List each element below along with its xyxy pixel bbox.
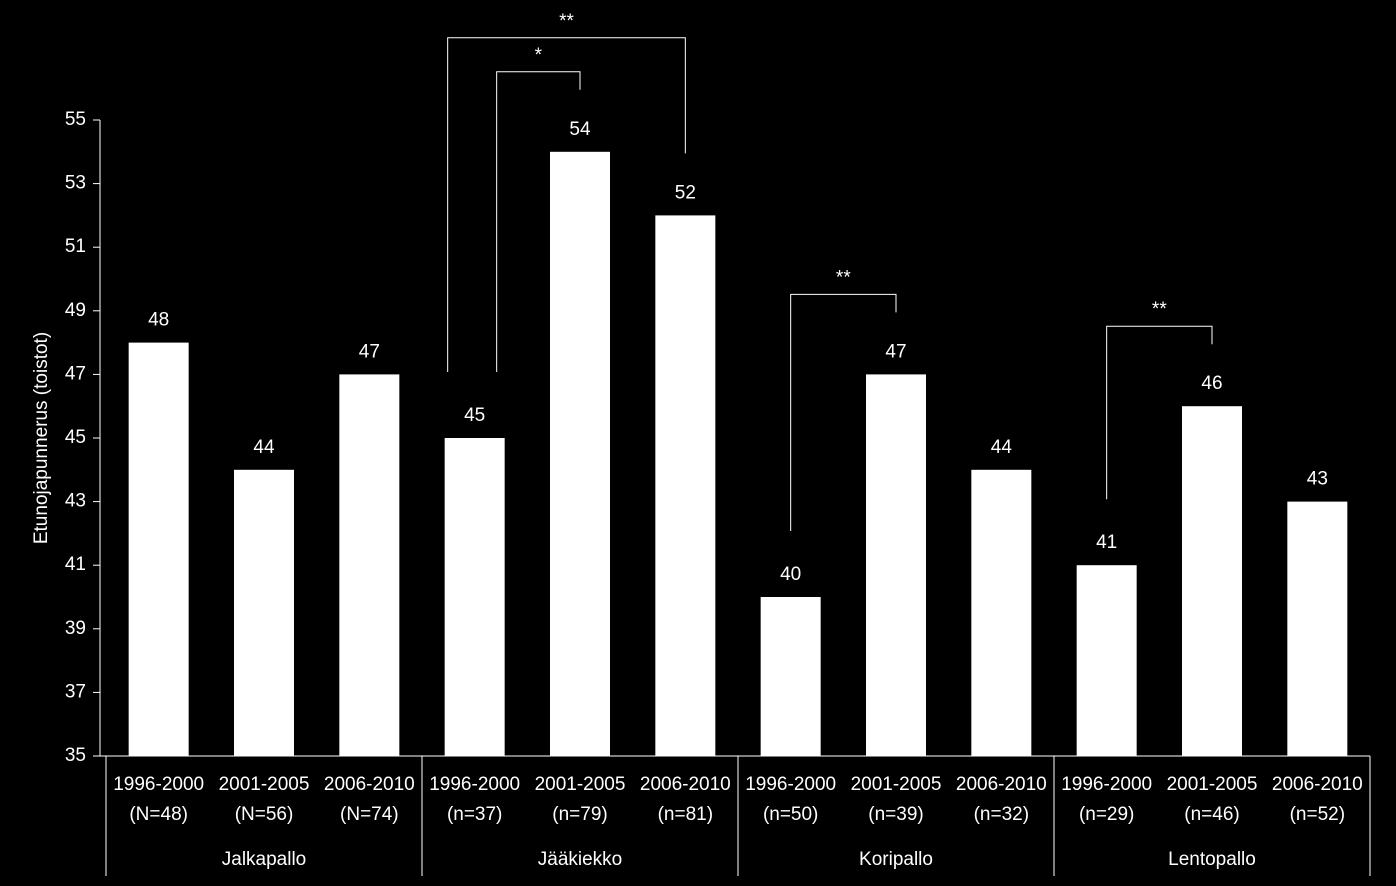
value-label: 43	[1307, 469, 1328, 490]
y-tick-label: 47	[65, 363, 86, 384]
y-tick-label: 49	[65, 300, 86, 321]
y-tick-label: 43	[65, 491, 86, 512]
significance-bracket	[1106, 325, 1213, 500]
significance-label: *	[535, 45, 543, 66]
bar	[128, 342, 189, 756]
y-tick-label: 39	[65, 618, 86, 639]
x-tick-label: 1996-2000	[745, 774, 836, 795]
x-tick-label: 2006-2010	[956, 774, 1047, 795]
bar	[971, 469, 1032, 756]
x-tick-note: (n=81)	[658, 804, 713, 825]
bar	[444, 438, 505, 756]
value-label: 40	[780, 564, 801, 585]
x-tick-label: 1996-2000	[429, 774, 520, 795]
bar	[1076, 565, 1137, 756]
x-tick-label: 2006-2010	[324, 774, 415, 795]
x-tick-label: 2001-2005	[535, 774, 626, 795]
x-tick-label: 1996-2000	[113, 774, 204, 795]
y-tick-label: 35	[65, 745, 86, 766]
value-label: 44	[991, 437, 1013, 458]
group-label: Jalkapallo	[222, 849, 307, 870]
y-tick-label: 55	[65, 109, 86, 130]
value-label: 54	[569, 119, 591, 140]
significance-bracket	[790, 293, 897, 531]
x-tick-note: (n=37)	[447, 804, 502, 825]
significance-bracket	[496, 71, 581, 372]
bar	[550, 151, 610, 757]
x-tick-label: 1996-2000	[1061, 774, 1152, 795]
y-axis-label: Etunojapunnerus (toistot)	[31, 332, 52, 544]
x-tick-label: 2006-2010	[640, 774, 731, 795]
bar	[1182, 406, 1242, 756]
x-tick-note: (N=74)	[340, 804, 399, 825]
y-tick-label: 45	[65, 427, 86, 448]
x-tick-note: (n=79)	[552, 804, 607, 825]
x-tick-note: (N=56)	[235, 804, 294, 825]
x-tick-label: 2001-2005	[1167, 774, 1258, 795]
value-label: 47	[885, 341, 906, 362]
x-tick-note: (n=46)	[1184, 804, 1239, 825]
value-label: 46	[1201, 373, 1222, 394]
bar	[234, 469, 294, 756]
significance-label: **	[836, 267, 851, 288]
value-label: 45	[464, 405, 485, 426]
group-label: Lentopallo	[1168, 849, 1256, 870]
x-tick-note: (n=32)	[974, 804, 1029, 825]
x-tick-note: (N=48)	[129, 804, 188, 825]
group-label: Koripallo	[859, 849, 933, 870]
bar	[760, 597, 821, 756]
value-label: 41	[1096, 532, 1117, 553]
x-tick-note: (n=50)	[763, 804, 818, 825]
significance-label: **	[559, 11, 574, 32]
bar	[655, 215, 716, 756]
bar	[866, 374, 926, 756]
x-tick-label: 2001-2005	[219, 774, 310, 795]
value-label: 52	[675, 182, 696, 203]
group-label: Jääkiekko	[538, 849, 623, 870]
bar	[1287, 501, 1348, 756]
significance-bracket	[447, 37, 686, 372]
y-tick-label: 51	[65, 236, 86, 257]
significance-label: **	[1152, 299, 1167, 320]
value-label: 44	[253, 437, 275, 458]
y-tick-label: 41	[65, 554, 86, 575]
y-tick-label: 53	[65, 173, 86, 194]
bar	[339, 374, 400, 756]
value-label: 48	[148, 310, 169, 331]
x-tick-label: 2001-2005	[851, 774, 942, 795]
value-label: 47	[359, 341, 380, 362]
y-tick-label: 37	[65, 681, 86, 702]
x-tick-note: (n=39)	[868, 804, 923, 825]
x-tick-label: 2006-2010	[1272, 774, 1363, 795]
x-tick-note: (n=52)	[1290, 804, 1345, 825]
x-tick-note: (n=29)	[1079, 804, 1134, 825]
